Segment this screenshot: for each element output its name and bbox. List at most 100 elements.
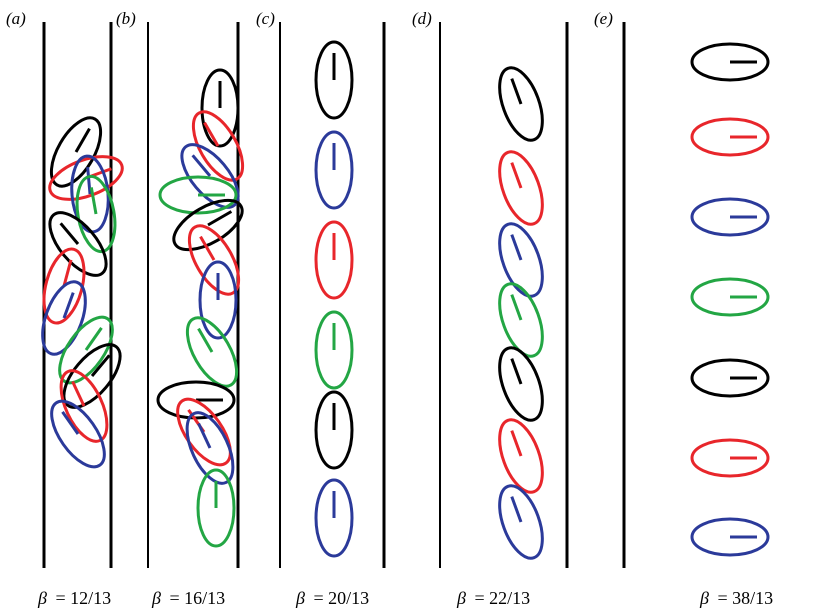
cell-b-11 <box>185 411 235 485</box>
panel-letter-a: (a) <box>6 9 26 28</box>
cell-c-4 <box>314 310 354 390</box>
cell-marker-line <box>510 78 523 105</box>
cell-outline <box>41 280 87 356</box>
cell-a-8 <box>58 315 114 385</box>
cell-outline <box>498 346 544 422</box>
beta-symbol: β <box>37 588 47 608</box>
cell-b-3 <box>180 143 240 209</box>
cell-a-5 <box>48 211 108 277</box>
cell-outline <box>48 211 108 277</box>
cell-marker-line <box>510 162 523 189</box>
beta-label-b: β = 16/13 <box>151 588 225 608</box>
cell-e-2 <box>690 117 770 157</box>
beta-value: = 12/13 <box>55 588 111 608</box>
cell-a-7 <box>41 280 87 356</box>
cell-d-1 <box>498 66 544 142</box>
cell-outline <box>158 175 238 215</box>
cell-d-7 <box>498 484 544 560</box>
beta-symbol: β <box>151 588 161 608</box>
cell-e-1 <box>690 42 770 82</box>
cell-outline <box>196 468 236 548</box>
cell-marker-line <box>84 327 103 351</box>
cell-outline <box>198 260 238 340</box>
cell-marker-line <box>197 422 212 449</box>
cell-b-8 <box>185 316 239 388</box>
cell-marker-line <box>510 496 523 523</box>
cell-outline <box>498 150 544 226</box>
cell-e-5 <box>690 358 770 398</box>
cell-marker-line <box>62 259 73 287</box>
cell-outline <box>498 282 544 358</box>
cell-b-5 <box>172 198 244 252</box>
cell-outline <box>42 247 86 325</box>
cell-marker-line <box>197 327 214 353</box>
cell-marker-line <box>90 354 111 377</box>
cell-outline <box>314 478 354 558</box>
cell-outline <box>690 438 770 478</box>
cell-d-4 <box>498 282 544 358</box>
cell-b-12 <box>196 468 236 548</box>
cell-outline <box>314 390 354 470</box>
cell-outline <box>62 343 122 409</box>
cell-e-4 <box>690 277 770 317</box>
cell-outline <box>185 316 239 388</box>
cell-b-7 <box>198 260 238 340</box>
cell-marker-line <box>61 411 80 435</box>
cell-marker-line <box>89 187 98 215</box>
cell-outline <box>200 68 240 148</box>
cell-outline <box>180 143 240 209</box>
cell-d-2 <box>498 150 544 226</box>
cell-outline <box>314 130 354 210</box>
cell-b-1 <box>200 68 240 148</box>
cell-outline <box>191 110 245 182</box>
beta-value: = 38/13 <box>717 588 773 608</box>
cell-outline <box>314 40 354 120</box>
beta-label-e: β = 38/13 <box>699 588 773 608</box>
cell-d-3 <box>498 222 544 298</box>
cell-outline <box>690 358 770 398</box>
cell-a-11 <box>50 399 106 469</box>
cell-marker-line <box>74 127 91 153</box>
cell-marker-line <box>510 234 523 261</box>
cell-marker-line <box>59 222 80 245</box>
cell-c-5 <box>314 390 354 470</box>
beta-value: = 16/13 <box>169 588 225 608</box>
cell-outline <box>314 220 354 300</box>
cell-c-2 <box>314 130 354 210</box>
cell-marker-line <box>510 358 523 385</box>
cell-outline <box>690 42 770 82</box>
beta-symbol: β <box>699 588 709 608</box>
cell-outline <box>185 411 235 485</box>
cell-outline <box>690 517 770 557</box>
cell-marker-line <box>203 121 220 147</box>
cell-marker-line <box>510 294 523 321</box>
cell-marker-line <box>199 235 216 261</box>
cell-outline <box>690 197 770 237</box>
cell-d-6 <box>498 418 544 494</box>
cell-outline <box>690 117 770 157</box>
beta-value: = 22/13 <box>474 588 530 608</box>
cell-b-4 <box>158 175 238 215</box>
cell-marker-line <box>86 166 92 195</box>
cell-outline <box>187 224 241 296</box>
beta-label-a: β = 12/13 <box>37 588 111 608</box>
cell-outline <box>498 222 544 298</box>
cell-e-7 <box>690 517 770 557</box>
panel-letter-d: (d) <box>412 9 432 28</box>
cell-marker-line <box>510 430 523 457</box>
cell-outline <box>49 116 103 188</box>
cell-a-4 <box>75 174 117 254</box>
cell-c-3 <box>314 220 354 300</box>
cell-a-6 <box>42 247 86 325</box>
beta-label-c: β = 20/13 <box>295 588 369 608</box>
cell-d-5 <box>498 346 544 422</box>
cell-a-1 <box>49 116 103 188</box>
cell-outline <box>314 310 354 390</box>
cell-outline <box>50 399 106 469</box>
cell-outline <box>498 484 544 560</box>
cells-layer <box>41 40 770 560</box>
cell-b-6 <box>187 224 241 296</box>
cell-e-3 <box>690 197 770 237</box>
panel-letter-e: (e) <box>594 9 613 28</box>
